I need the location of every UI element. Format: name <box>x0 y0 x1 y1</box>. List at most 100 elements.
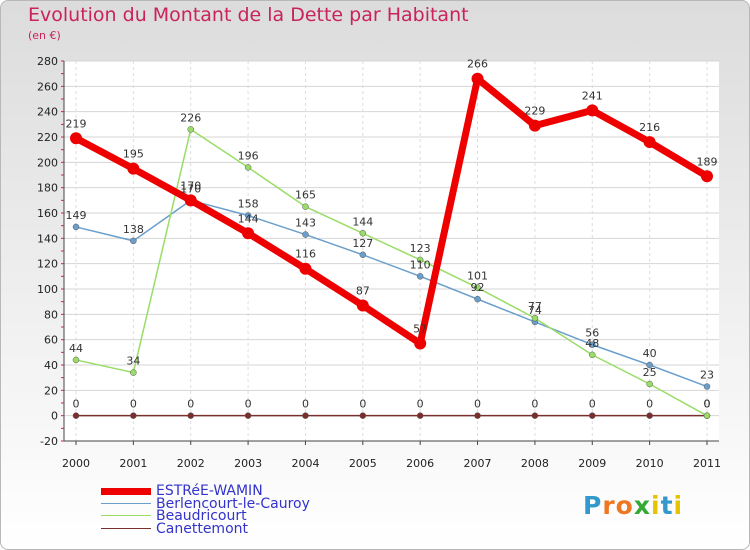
legend-item: Canettemont <box>101 520 401 537</box>
x-tick-label: 2002 <box>177 457 205 470</box>
data-label: 92 <box>471 281 485 294</box>
data-point <box>471 72 484 85</box>
data-label: 170 <box>180 179 201 192</box>
data-label: 87 <box>356 284 370 297</box>
data-point <box>130 412 137 419</box>
data-label: 195 <box>123 148 144 161</box>
x-tick-label: 2003 <box>234 457 262 470</box>
data-point <box>130 369 137 376</box>
series-line-2 <box>75 128 708 417</box>
data-label: 0 <box>130 398 137 411</box>
data-point <box>646 380 653 388</box>
y-tick-label: 60 <box>44 334 58 347</box>
legend-item: Beaudricourt <box>101 508 401 524</box>
data-point <box>474 295 481 303</box>
data-point <box>187 126 194 133</box>
data-point <box>72 412 80 419</box>
data-label: 138 <box>123 223 144 236</box>
y-tick-label: 240 <box>37 106 58 119</box>
data-point <box>703 412 711 419</box>
legend-swatch <box>101 515 151 517</box>
data-label: 0 <box>646 398 653 411</box>
legend-label: ESTRéE-WAMIN <box>156 483 263 499</box>
data-label: 0 <box>302 398 309 411</box>
data-point <box>187 412 194 419</box>
data-label: 77 <box>528 300 542 313</box>
data-point <box>531 412 539 419</box>
data-point <box>302 412 309 419</box>
data-label: 74 <box>528 304 542 317</box>
data-point <box>244 412 252 419</box>
data-point <box>474 412 481 419</box>
x-tick-label: 2006 <box>406 457 434 470</box>
data-point <box>586 104 599 117</box>
y-tick-label: 40 <box>44 359 58 372</box>
data-label: 110 <box>410 258 431 271</box>
data-label: 144 <box>238 212 259 225</box>
data-label: 48 <box>585 337 599 350</box>
legend-label: Canettemont <box>156 520 248 537</box>
series-line-0 <box>74 75 709 347</box>
data-label: 170 <box>180 182 201 195</box>
data-label: 23 <box>700 369 714 382</box>
legend-label: Beaudricourt <box>156 508 247 524</box>
data-label: 189 <box>697 155 718 168</box>
x-tick-label: 2007 <box>464 457 492 470</box>
legend-label: Berlencourt-le-Cauroy <box>156 495 310 512</box>
data-label: 0 <box>417 398 424 411</box>
data-label: 40 <box>643 347 657 360</box>
data-label: 0 <box>359 398 366 411</box>
data-label: 143 <box>295 217 316 230</box>
y-tick-label: 80 <box>44 308 58 321</box>
plot-area <box>64 61 719 441</box>
x-tick-label: 2010 <box>636 457 664 470</box>
data-label: 158 <box>238 198 259 211</box>
y-tick-label: 180 <box>37 182 58 195</box>
data-point <box>127 162 140 175</box>
data-label: 57 <box>413 322 427 335</box>
data-label: 44 <box>69 342 83 355</box>
data-label: 101 <box>467 270 488 283</box>
x-tick-label: 2008 <box>521 457 549 470</box>
x-tick-label: 2004 <box>291 457 319 470</box>
data-point <box>414 337 427 350</box>
data-label: 149 <box>66 209 87 222</box>
data-point <box>130 237 137 245</box>
data-label: 0 <box>73 398 80 411</box>
data-label: 0 <box>245 398 252 411</box>
data-point <box>302 231 309 238</box>
data-label: 0 <box>531 398 538 411</box>
data-point <box>302 203 309 210</box>
data-label: 219 <box>66 117 87 130</box>
legend-item: ESTRéE-WAMIN <box>101 483 401 499</box>
data-point <box>242 227 255 240</box>
data-point <box>416 256 424 264</box>
legend-swatch <box>101 527 151 529</box>
data-label: 0 <box>589 398 596 411</box>
data-point <box>646 412 653 419</box>
data-point <box>646 361 653 369</box>
data-label: 226 <box>180 111 201 124</box>
x-tick-label: 2011 <box>693 457 721 470</box>
data-point <box>416 273 424 280</box>
data-point <box>589 341 596 348</box>
y-tick-label: 220 <box>37 131 58 144</box>
data-point <box>703 383 711 390</box>
data-label: 0 <box>187 398 194 411</box>
data-point <box>184 194 197 207</box>
y-tick-label: -20 <box>40 435 58 448</box>
data-point <box>244 164 252 171</box>
data-label: 25 <box>643 366 657 379</box>
x-tick-label: 2000 <box>62 457 90 470</box>
data-point <box>589 351 596 359</box>
x-tick-label: 2001 <box>119 457 147 470</box>
data-point <box>244 212 252 219</box>
data-label: 216 <box>639 121 660 134</box>
data-label: 56 <box>585 327 599 340</box>
data-label: 123 <box>410 242 431 255</box>
y-tick-label: 260 <box>37 80 58 93</box>
data-point <box>416 412 424 419</box>
data-label: 229 <box>524 105 545 118</box>
data-point <box>70 132 82 145</box>
